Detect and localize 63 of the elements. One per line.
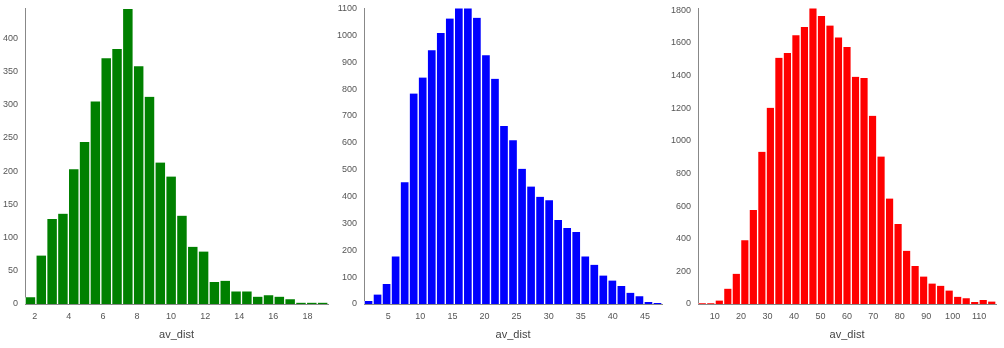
y-tick-label: 300: [2, 99, 19, 110]
y-tick-label: 400: [341, 190, 358, 201]
x-tick-label: 30: [543, 310, 554, 321]
y-tick-label: 100: [2, 232, 19, 243]
x-tick-label: 12: [200, 310, 211, 321]
x-tick-label: 40: [607, 310, 618, 321]
y-tick-label: 900: [341, 56, 358, 67]
y-tick-label: 600: [341, 137, 358, 148]
y-tick-label: 500: [341, 164, 358, 175]
y-tick-label: 600: [675, 200, 692, 211]
x-tick-label: 20: [479, 310, 490, 321]
x-tick-label: 4: [66, 310, 72, 321]
y-tick-label: 800: [341, 83, 358, 94]
x-tick-label: 5: [385, 310, 391, 321]
y-tick-label: 0: [686, 298, 692, 309]
y-tick-label: 150: [2, 198, 19, 209]
y-tick-label: 50: [8, 265, 19, 276]
x-tick-label: 40: [788, 310, 800, 321]
y-tick-label: 200: [675, 265, 692, 276]
x-tick-label: 80: [894, 310, 905, 321]
y-tick-label: 200: [2, 165, 19, 176]
y-tick-label: 300: [341, 217, 358, 228]
y-tick-label: 1000: [336, 29, 358, 40]
x-tick-label: 90: [921, 310, 932, 321]
x-tick-label: 2: [32, 310, 38, 321]
y-tick-label: 1600: [670, 37, 692, 48]
x-tick-label: 10: [166, 310, 177, 321]
x-tick-label: 20: [736, 310, 747, 321]
y-tick-label: 0: [13, 298, 19, 309]
x-tick-label: 15: [447, 310, 458, 321]
x-tick-label: 45: [639, 310, 650, 321]
y-tick-label: 400: [2, 32, 19, 43]
y-tick-label: 800: [675, 167, 692, 178]
y-tick-label: 1100: [337, 2, 358, 13]
x-tick-label: 10: [415, 310, 426, 321]
y-tick-label: 400: [675, 233, 692, 244]
x-tick-label: 16: [268, 310, 279, 321]
x-tick-label: 100: [945, 310, 961, 321]
y-tick-label: 1400: [670, 70, 692, 81]
x-tick-label: 18: [302, 310, 313, 321]
y-tick-label: 0: [352, 298, 358, 309]
x-tick-label: 110: [971, 310, 987, 321]
y-tick-label: 100: [341, 271, 358, 282]
x-tick-label: 10: [709, 310, 720, 321]
x-tick-label: 14: [234, 310, 245, 321]
y-tick-label: 1800: [670, 4, 692, 15]
x-tick-label: 50: [815, 310, 826, 321]
x-tick-label: 25: [511, 310, 522, 321]
y-tick-label: 200: [341, 244, 358, 255]
y-tick-label: 1000: [670, 135, 692, 146]
y-tick-label: 1200: [670, 102, 692, 113]
x-axis-title: av_dist: [159, 328, 194, 341]
x-tick-label: 60: [841, 310, 852, 321]
x-tick-label: 30: [762, 310, 773, 321]
y-tick-label: 250: [2, 132, 19, 143]
x-axis-title: av_dist: [495, 328, 531, 341]
x-axis-title: av_dist: [829, 328, 865, 341]
x-tick-label: 6: [100, 310, 106, 321]
x-tick-label: 70: [868, 310, 879, 321]
y-tick-label: 700: [341, 110, 358, 121]
x-tick-label: 35: [575, 310, 586, 321]
x-tick-label: 8: [134, 310, 140, 321]
y-tick-label: 350: [2, 65, 19, 76]
